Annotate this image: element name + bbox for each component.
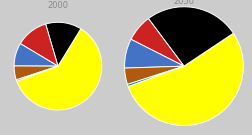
Wedge shape <box>124 66 184 84</box>
Title: 2050: 2050 <box>173 0 195 6</box>
Title: 2000: 2000 <box>47 1 69 10</box>
Wedge shape <box>14 44 58 66</box>
Wedge shape <box>17 29 102 110</box>
Wedge shape <box>46 22 81 66</box>
Wedge shape <box>148 7 233 66</box>
Wedge shape <box>16 66 58 81</box>
Wedge shape <box>124 39 184 68</box>
Wedge shape <box>128 66 184 86</box>
Wedge shape <box>20 24 58 66</box>
Wedge shape <box>131 19 184 66</box>
Wedge shape <box>128 33 243 126</box>
Wedge shape <box>14 66 58 80</box>
